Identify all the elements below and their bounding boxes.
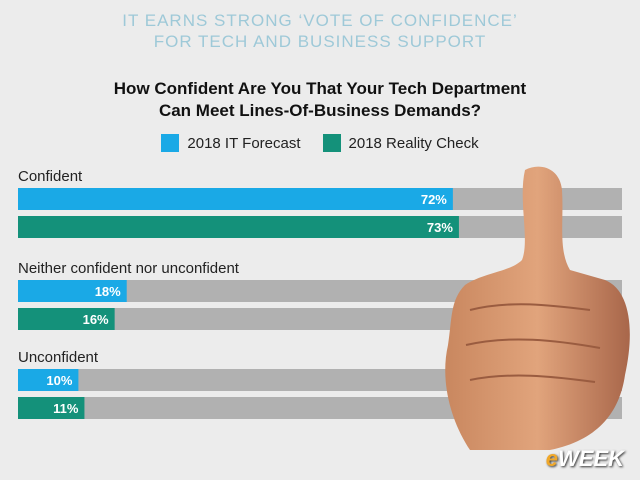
legend-label-forecast: 2018 IT Forecast <box>187 134 301 152</box>
legend-item-reality: 2018 Reality Check <box>322 134 479 152</box>
chart-title-line2: Can Meet Lines-Of-Business Demands? <box>158 101 482 120</box>
thumbs-up-image <box>445 166 630 450</box>
category-label: Unconfident <box>18 349 99 366</box>
category-label: Neither confident nor unconfident <box>18 260 240 277</box>
bar-forecast <box>18 369 79 391</box>
bar-reality <box>18 397 85 419</box>
bar-forecast <box>18 188 453 210</box>
legend: 2018 IT Forecast 2018 Reality Check <box>0 134 640 152</box>
eweek-logo: eWEEK <box>545 446 624 471</box>
value-label: 16% <box>83 312 109 327</box>
header-title-line2: FOR TECH AND BUSINESS SUPPORT <box>153 32 487 51</box>
chart-title-line1: How Confident Are You That Your Tech Dep… <box>113 79 527 98</box>
header-title: IT EARNS STRONG ‘VOTE OF CONFIDENCE’ FOR… <box>0 10 640 52</box>
value-label: 72% <box>421 192 447 207</box>
bar-reality <box>18 308 115 330</box>
value-label: 11% <box>53 401 79 416</box>
header-title-line1: IT EARNS STRONG ‘VOTE OF CONFIDENCE’ <box>122 11 518 30</box>
bar-reality <box>18 216 459 238</box>
value-label: 10% <box>46 373 72 388</box>
value-label: 18% <box>95 284 121 299</box>
legend-swatch-forecast <box>161 134 180 152</box>
legend-item-forecast: 2018 IT Forecast <box>161 134 301 152</box>
value-label: 73% <box>427 220 453 235</box>
legend-label-reality: 2018 Reality Check <box>348 134 479 152</box>
category-label: Confident <box>18 168 83 185</box>
legend-swatch-reality <box>322 134 341 152</box>
chart-title: How Confident Are You That Your Tech Dep… <box>0 78 640 122</box>
bar-forecast <box>18 280 127 302</box>
